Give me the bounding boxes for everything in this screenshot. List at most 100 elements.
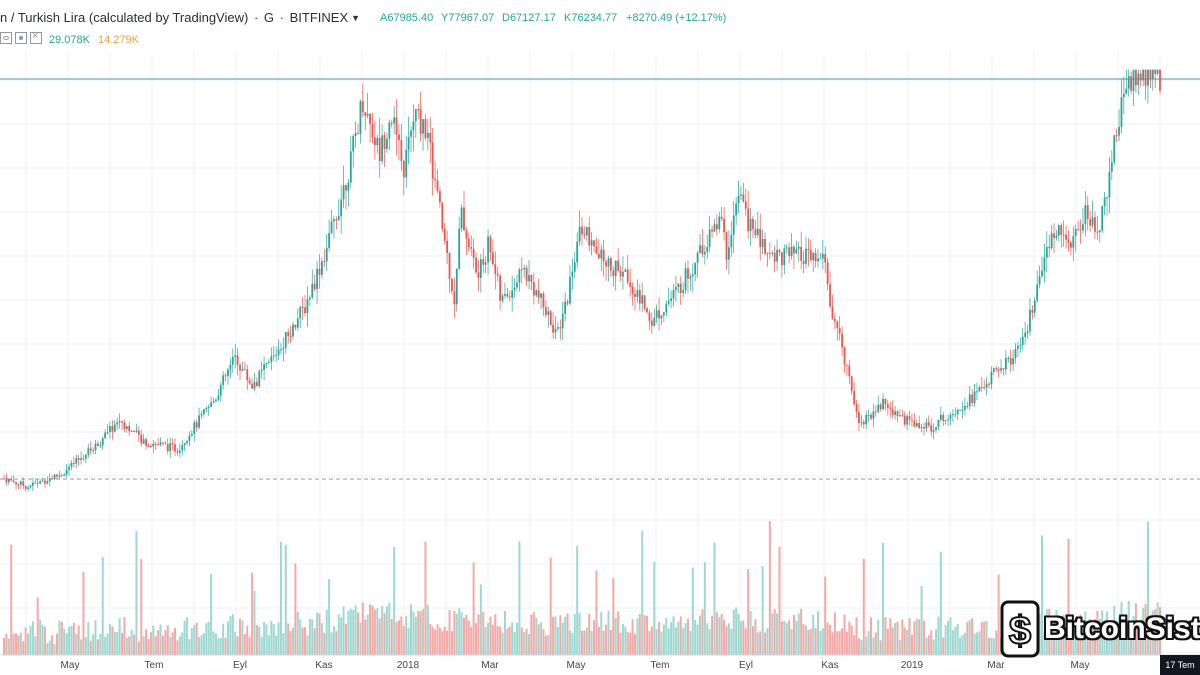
candle-up [200, 414, 203, 416]
candle-up [342, 185, 345, 200]
volume-bar [292, 627, 294, 655]
candle-up [32, 482, 34, 486]
candle-down [908, 416, 911, 420]
volume-bar [797, 613, 800, 655]
volume-bar [116, 631, 119, 655]
volume-bar [308, 618, 311, 655]
candle-up [1062, 234, 1065, 236]
candle-down [373, 137, 376, 146]
candle-up [1127, 76, 1130, 89]
candle-down [610, 258, 612, 271]
volume-bar [133, 634, 136, 655]
volume-bar [821, 628, 824, 655]
volume-bar [768, 520, 771, 655]
candle-up [899, 415, 901, 417]
candle-up [1072, 236, 1075, 248]
candle-up [624, 269, 627, 272]
candle-up [181, 445, 184, 451]
gear-icon[interactable] [15, 32, 27, 44]
exchange-label[interactable]: BITFINEX [289, 10, 349, 25]
candle-up [1108, 171, 1111, 198]
volume-bar [838, 631, 841, 655]
volume-bar [1084, 611, 1087, 655]
candle-down [453, 291, 456, 305]
volume-bar [607, 610, 610, 655]
interval-label[interactable]: G [263, 10, 275, 25]
candle-down [588, 227, 591, 246]
candle-up [198, 415, 200, 428]
candle-down [499, 275, 502, 301]
symbol-title[interactable]: n / Turkish Lira (calculated by TradingV… [0, 10, 249, 25]
volume-bar [19, 632, 22, 655]
volume-bar [817, 611, 820, 655]
candle-up [699, 245, 701, 253]
eye-icon[interactable] [0, 32, 12, 44]
candle-up [1101, 206, 1104, 231]
candle-up [479, 259, 482, 278]
volume-bar [347, 610, 350, 655]
volume-bar [157, 630, 160, 655]
volume-bar [833, 612, 836, 655]
volume-bar [51, 635, 54, 655]
candle-up [882, 398, 884, 410]
time-axis-label: May [567, 660, 586, 671]
candle-up [178, 450, 181, 453]
candle-up [1043, 257, 1046, 271]
volume-bar [1048, 608, 1051, 655]
candle-up [460, 207, 463, 229]
volume-bar [202, 633, 205, 655]
candle-down [701, 245, 704, 255]
candle-up [284, 332, 287, 348]
candle-up [268, 361, 270, 363]
volume-bar [988, 637, 991, 655]
candle-down [1053, 233, 1055, 238]
candle-down [566, 301, 569, 304]
candle-down [145, 439, 147, 446]
candle-up [713, 224, 716, 232]
candle-up [109, 426, 111, 433]
volume-bar [699, 615, 702, 655]
candle-up [234, 355, 237, 357]
volume-bar [10, 544, 13, 655]
close-icon[interactable] [30, 30, 42, 44]
volume-bar [166, 625, 169, 655]
candle-down [357, 133, 359, 135]
candle-up [186, 441, 188, 444]
candle-up [1026, 331, 1029, 333]
candle-down [605, 261, 607, 267]
volume-bar [130, 629, 133, 655]
volume-bar [600, 611, 603, 655]
candle-up [330, 221, 333, 233]
candle-up [215, 399, 217, 402]
candle-down [1094, 217, 1096, 232]
candle-up [728, 247, 730, 260]
caret-down-icon[interactable]: ▼ [351, 13, 361, 23]
candle-down [496, 273, 499, 276]
candle-up [660, 315, 663, 319]
volume-bar [1045, 609, 1048, 655]
volume-bar [1127, 600, 1130, 655]
candle-up [805, 248, 807, 264]
volume-bar [583, 630, 586, 655]
candle-down [1144, 69, 1147, 86]
candle-down [243, 369, 246, 371]
volume-bar [609, 629, 612, 655]
candle-down [593, 240, 595, 247]
volume-bar [826, 622, 829, 655]
volume-bar [727, 623, 730, 655]
volume-bar [773, 609, 776, 655]
volume-bar [446, 630, 449, 655]
volume-bar [77, 625, 80, 655]
volume-bar [198, 637, 201, 655]
candle-up [308, 297, 311, 300]
candle-up [29, 485, 32, 488]
volume-bar [414, 616, 417, 655]
candle-up [299, 307, 302, 319]
candle-down [294, 324, 297, 328]
volume-bar [294, 563, 297, 655]
volume-bar [621, 624, 624, 655]
candle-down [446, 240, 449, 254]
volume-bar [807, 629, 810, 655]
candle-up [1091, 217, 1094, 226]
